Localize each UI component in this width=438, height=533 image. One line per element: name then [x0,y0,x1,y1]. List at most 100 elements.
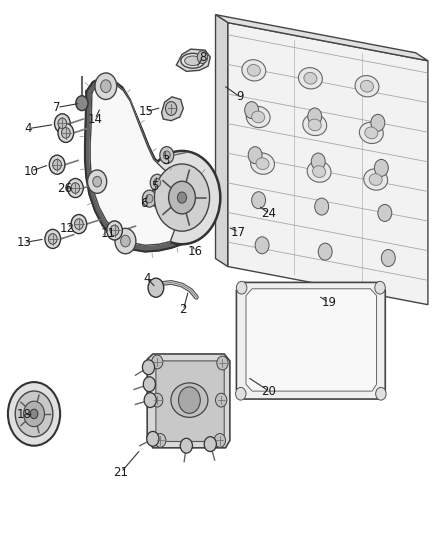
Circle shape [48,233,57,244]
Text: 8: 8 [199,51,207,63]
Circle shape [252,192,265,209]
Circle shape [255,237,269,254]
Circle shape [142,360,155,375]
Circle shape [214,433,226,447]
Circle shape [61,127,70,138]
Ellipse shape [171,383,208,417]
Circle shape [166,102,177,115]
Circle shape [107,221,122,240]
Circle shape [381,249,395,266]
Text: 10: 10 [24,165,39,177]
Text: 4: 4 [143,272,151,285]
Text: 9: 9 [236,90,244,103]
Circle shape [76,96,88,111]
Circle shape [101,80,111,93]
Circle shape [204,437,216,451]
Circle shape [93,176,102,187]
Circle shape [71,215,87,233]
Polygon shape [156,361,224,441]
Circle shape [180,438,192,453]
Text: 12: 12 [60,222,75,235]
Ellipse shape [251,153,275,174]
Circle shape [177,192,187,203]
Circle shape [24,401,45,426]
Ellipse shape [246,107,270,127]
Circle shape [155,433,166,447]
Circle shape [8,382,60,446]
Text: 13: 13 [17,236,32,249]
Circle shape [155,164,209,231]
Ellipse shape [252,111,265,123]
Text: 18: 18 [17,408,32,422]
Circle shape [74,219,83,229]
Circle shape [154,179,161,187]
Circle shape [378,205,392,221]
Text: 5: 5 [151,181,158,193]
Circle shape [237,281,247,294]
Circle shape [58,123,74,142]
Polygon shape [246,289,377,391]
Circle shape [160,147,174,164]
Ellipse shape [242,60,266,81]
Circle shape [375,281,385,294]
Ellipse shape [256,158,269,169]
Polygon shape [228,22,428,305]
Circle shape [197,51,208,63]
Circle shape [152,355,163,369]
Polygon shape [85,78,220,252]
Circle shape [15,391,53,437]
Circle shape [71,183,80,193]
Circle shape [143,377,155,392]
Circle shape [144,393,156,408]
Circle shape [147,431,159,446]
Text: 2: 2 [180,303,187,317]
Circle shape [315,198,328,215]
Text: 14: 14 [88,112,102,126]
Circle shape [146,195,153,203]
Text: 4: 4 [25,122,32,135]
Circle shape [152,393,163,407]
Ellipse shape [185,56,201,66]
Text: 16: 16 [187,245,202,258]
Circle shape [95,73,117,100]
Circle shape [49,155,65,174]
Circle shape [245,102,258,118]
Circle shape [169,181,195,214]
Ellipse shape [360,80,374,92]
Text: 21: 21 [113,466,129,479]
Circle shape [217,356,228,370]
Ellipse shape [181,53,205,68]
Ellipse shape [308,119,321,131]
Ellipse shape [360,122,383,143]
Circle shape [53,159,61,170]
Text: 11: 11 [100,227,116,240]
Circle shape [236,387,246,400]
Circle shape [318,243,332,260]
Text: 3: 3 [162,154,170,167]
Circle shape [115,228,136,254]
Circle shape [30,409,38,419]
Circle shape [215,393,227,407]
Text: 17: 17 [231,225,246,239]
Circle shape [163,151,170,159]
Circle shape [120,235,130,247]
Circle shape [88,170,107,193]
Circle shape [142,190,156,207]
Ellipse shape [313,166,325,177]
Ellipse shape [304,72,317,84]
Text: 26: 26 [57,182,72,195]
Circle shape [308,108,322,125]
Polygon shape [237,282,385,399]
Circle shape [67,179,83,198]
Text: 19: 19 [321,296,336,309]
Ellipse shape [303,114,327,135]
Text: 6: 6 [141,197,148,211]
Ellipse shape [307,161,331,182]
Text: 7: 7 [53,101,61,114]
Ellipse shape [364,169,388,190]
Polygon shape [147,354,230,448]
Circle shape [150,174,164,191]
Polygon shape [162,97,184,120]
Ellipse shape [365,127,378,139]
Ellipse shape [298,68,322,89]
